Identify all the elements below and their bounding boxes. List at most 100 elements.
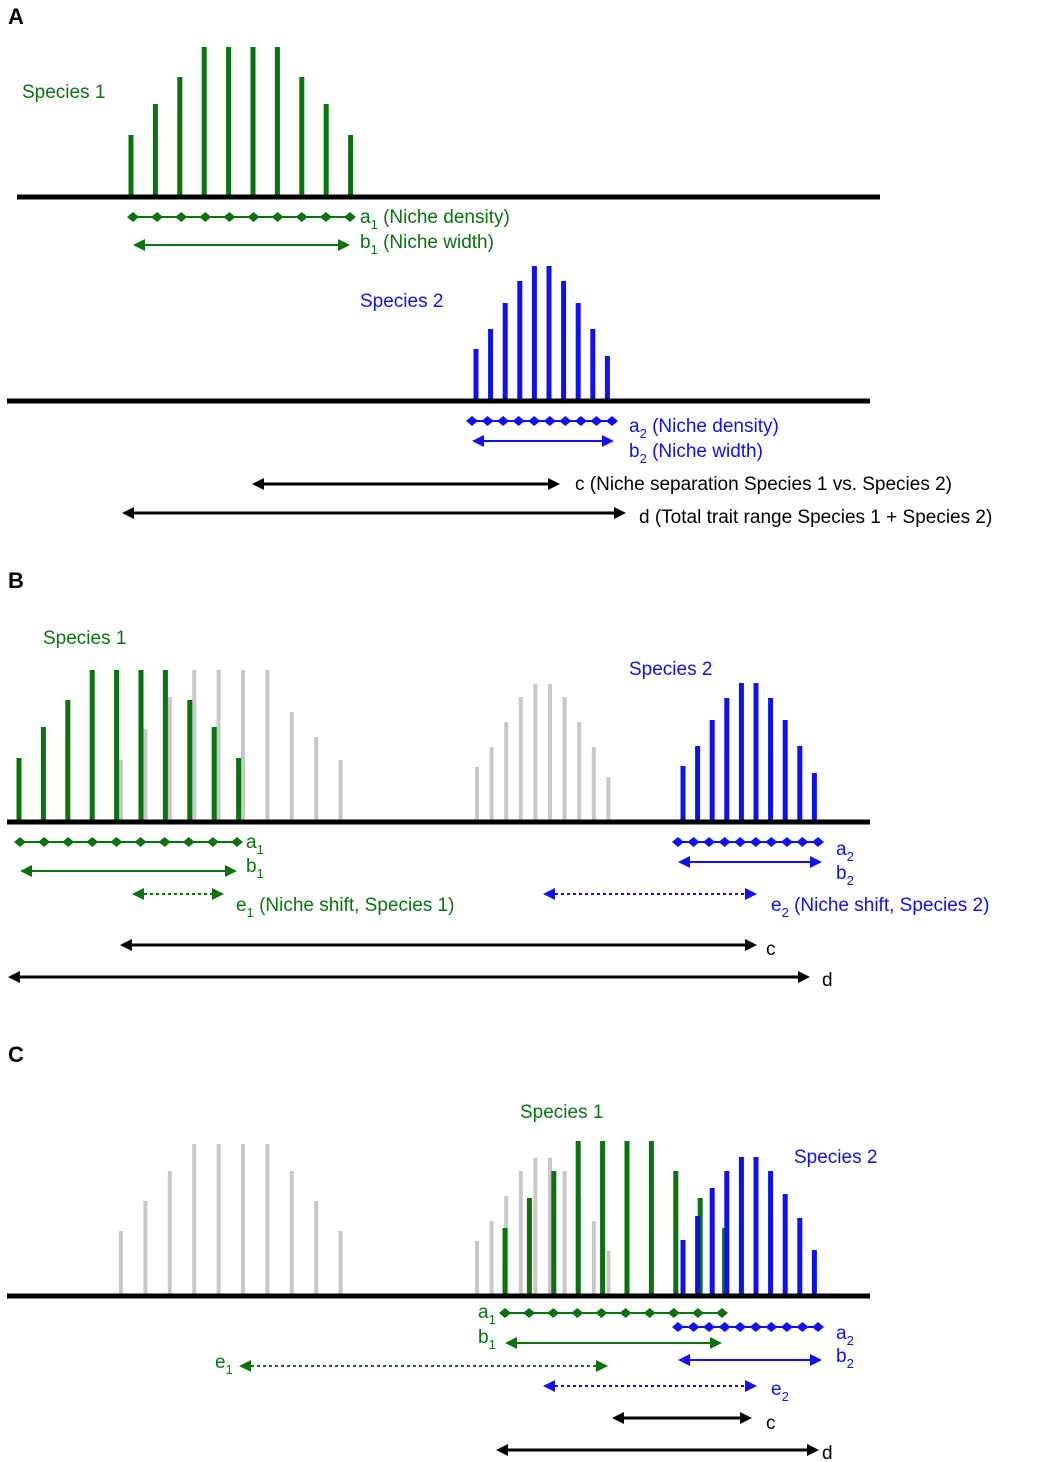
panel-c-species2-bar-1 [680, 1240, 686, 1296]
panel-c-a1-arrow-link-7 [643, 1308, 656, 1318]
panel-c-b1-arrow-head-left [505, 1337, 517, 1349]
panel-a-d-arrow-head-left [122, 507, 134, 519]
panel-a-species1-bar-1 [128, 135, 134, 197]
panel-c-c-label: c [766, 1413, 776, 1434]
panel-b-a1-arrow-link-8 [182, 837, 195, 847]
panel-b-ghost-species1-bar-2 [143, 729, 148, 822]
panel-c-species1-bar-3 [551, 1171, 557, 1296]
panel-c-a2-arrow-link-6 [749, 1322, 762, 1332]
panel-b-a1-arrow-link-2 [38, 837, 51, 847]
panel-b-a2-arrow-link-5 [734, 837, 747, 847]
panel-b-species2-bar-9 [797, 746, 803, 822]
panel-b-a2-arrow-link-10 [812, 837, 824, 847]
panel-c-species1-bar-4 [575, 1141, 581, 1296]
panel-b-d-arrow-head-right [798, 971, 810, 983]
text-layer: A Species 1 Species 2 a1 (Niche density)… [8, 4, 992, 1462]
panel-b-species1-bar-5 [114, 670, 120, 822]
panel-b-species1-bar-2 [40, 727, 46, 822]
panel-b-a1-arrow-link-7 [158, 837, 171, 847]
panel-c-e1-arrow-head-right [596, 1360, 608, 1372]
panel-a-a1-arrow-link-1 [127, 212, 139, 222]
panel-b-c-arrow-head-left [120, 939, 132, 951]
panel-b-species1-bar-1 [16, 758, 22, 822]
panel-b-a1-arrow-link-1 [14, 837, 26, 847]
panel-c-d-arrow-head-right [807, 1444, 819, 1456]
panel-b-a1-arrow-link-4 [86, 837, 99, 847]
panel-b-species1-bar-8 [187, 700, 193, 822]
panel-c-species1-bar-2 [526, 1198, 532, 1296]
panel-b-b2-arrow-head-left [678, 856, 690, 868]
panel-b-species1-bar-7 [162, 670, 168, 822]
panel-c-b2-arrow-head-left [678, 1354, 690, 1366]
panel-a-b1-arrow-head-left [133, 239, 145, 251]
panel-a-species2-bar-6 [546, 266, 552, 401]
panel-c-ghost-species1-bar-5 [216, 1144, 221, 1296]
panel-b-species2-bar-3 [709, 720, 715, 822]
panel-a-species2-bar-10 [604, 356, 610, 401]
panel-c-ghost-species1-bar-1 [119, 1231, 123, 1296]
panel-c-a1-arrow-link-8 [667, 1308, 680, 1318]
panel-c-c-arrow-head-right [740, 1412, 752, 1424]
panel-c-species2-bar-2 [695, 1216, 701, 1296]
panel-c-ghost-species2-bar-7 [562, 1171, 567, 1296]
panel-c-ghost-species1-bar-9 [314, 1201, 319, 1296]
panel-b-species2-bar-8 [782, 720, 788, 822]
panel-a-a1-arrow-link-10 [344, 212, 356, 222]
panel-b-a2-arrow-link-4 [718, 837, 731, 847]
bars-layer [16, 47, 817, 1296]
panel-a-a2-arrow-link-3 [497, 416, 510, 426]
panel-c-ghost-species2-bar-5 [533, 1158, 538, 1296]
panel-b-species2-bar-2 [695, 746, 701, 822]
panel-a-species2-label: Species 2 [360, 291, 443, 312]
panel-a-c-label: c (Niche separation Species 1 vs. Specie… [575, 474, 952, 495]
panel-a-d-label: d (Total trait range Species 1 + Species… [639, 507, 992, 528]
panel-b-d-label: d [822, 970, 833, 991]
panel-b-a1-arrow-link-5 [110, 837, 123, 847]
panel-b-ghost-species1-bar-5 [216, 670, 221, 822]
panel-c-species2-bar-5 [738, 1157, 744, 1296]
panel-b-b1-arrow-head-left [20, 865, 32, 877]
panel-b-ghost-species2-bar-10 [606, 777, 611, 822]
panel-a-d-arrow-head-right [614, 507, 626, 519]
panel-a-a2-label: a2 (Niche density) [629, 416, 779, 441]
panel-b-a2-label: a2 [836, 839, 854, 864]
panel-c-ghost-species2-bar-10 [606, 1251, 611, 1296]
panel-b-a2-arrow-link-3 [703, 837, 716, 847]
panel-b-d-arrow-head-left [8, 971, 20, 983]
panel-b-ghost-species2-bar-8 [577, 722, 582, 822]
panel-a-a1-arrow-link-2 [151, 212, 164, 222]
panel-b-species2-bar-10 [811, 773, 817, 822]
panel-c-b1-label: b1 [478, 1327, 496, 1352]
panel-c-a1-label: a1 [478, 1302, 496, 1327]
panel-b-ghost-species1-bar-6 [241, 670, 245, 822]
panel-a-species2-bar-2 [488, 329, 494, 401]
panel-a-species1-label: Species 1 [22, 82, 105, 103]
panel-c-a1-arrow-link-4 [571, 1308, 584, 1318]
panel-b-b2-arrow-head-right [810, 856, 822, 868]
panel-c-ghost-species2-bar-4 [518, 1171, 523, 1296]
panel-b-a2-arrow-link-8 [780, 837, 793, 847]
panel-a-species1-bar-5 [226, 47, 232, 197]
panel-a-b2-arrow-head-right [602, 435, 614, 447]
panel-a-species2-bar-1 [473, 349, 479, 401]
panel-c-species2-bar-3 [709, 1188, 715, 1296]
panel-b-e1-arrow-head-left [132, 888, 144, 900]
panel-c-ghost-species2-bar-6 [548, 1158, 552, 1296]
panel-a-b1-label: b1 (Niche width) [360, 232, 494, 257]
panel-c-a1-arrow-link-6 [619, 1308, 632, 1318]
panel-c-species2-bar-10 [811, 1250, 817, 1296]
panel-b-c-arrow-head-right [745, 939, 757, 951]
panel-c-a2-arrow-link-7 [765, 1322, 778, 1332]
panel-a-species1-bar-9 [323, 104, 329, 197]
panel-c-species2-label: Species 2 [794, 1147, 877, 1168]
panel-c-ghost-species2-bar-9 [591, 1221, 596, 1296]
panel-b-species2-bar-7 [768, 698, 774, 822]
panel-c-a2-arrow-link-8 [780, 1322, 793, 1332]
panel-a-a2-arrow-link-9 [590, 416, 603, 426]
panel-c-species2-bar-9 [797, 1218, 803, 1296]
panel-a-a1-arrow-link-9 [319, 212, 332, 222]
panel-b-letter: B [8, 568, 24, 593]
panel-a-c-arrow-head-left [252, 478, 264, 490]
panel-b-a1-arrow-link-10 [231, 837, 243, 847]
